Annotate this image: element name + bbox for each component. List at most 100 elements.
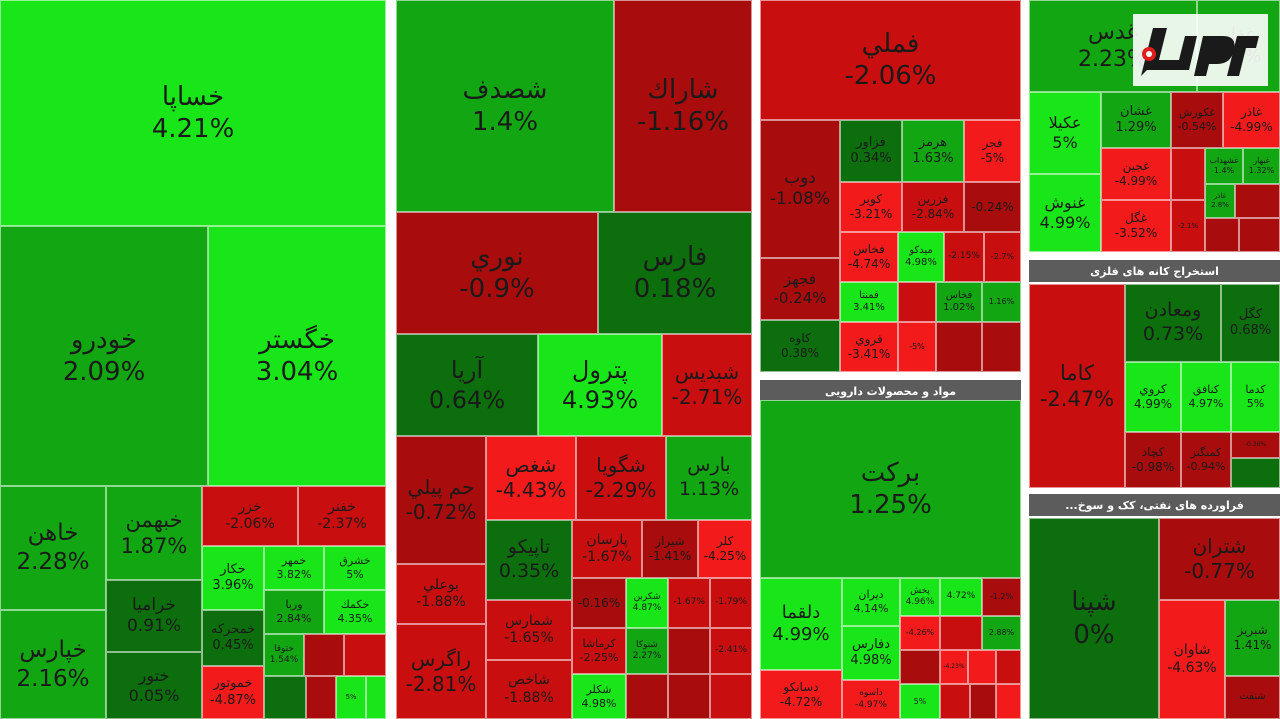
treemap-tile[interactable] xyxy=(304,634,344,676)
treemap-tile[interactable] xyxy=(1231,458,1280,488)
treemap-tile[interactable]: -2.41% xyxy=(710,628,752,674)
treemap-tile[interactable]: ديران 4.14% xyxy=(842,578,900,626)
treemap-tile[interactable] xyxy=(668,628,710,674)
treemap-tile[interactable]: فمنتا 3.41% xyxy=(840,282,898,322)
treemap-tile[interactable]: تاپيكو 0.35% xyxy=(486,520,572,600)
treemap-tile[interactable]: خبهمن 1.87% xyxy=(106,486,202,580)
treemap-tile[interactable]: هرمز 1.63% xyxy=(902,120,964,182)
treemap-tile[interactable] xyxy=(968,650,996,684)
treemap-tile[interactable]: خاهن 2.28% xyxy=(0,486,106,610)
treemap-tile[interactable]: -2.15% xyxy=(944,232,984,282)
treemap-tile[interactable]: خودرو 2.09% xyxy=(0,226,208,486)
treemap-tile[interactable]: كلر -4.25% xyxy=(698,520,752,578)
treemap-tile[interactable]: پارسان -1.67% xyxy=(572,520,642,578)
treemap-tile[interactable]: خزر -2.06% xyxy=(202,486,298,546)
treemap-tile[interactable] xyxy=(996,684,1021,719)
treemap-tile[interactable]: 2.88% xyxy=(982,616,1021,650)
treemap-tile[interactable]: خگستر 3.04% xyxy=(208,226,386,486)
treemap-tile[interactable]: حم پيلي -0.72% xyxy=(396,436,486,564)
treemap-tile[interactable]: خمحركه 0.45% xyxy=(202,610,264,666)
treemap-tile[interactable]: خراميا 0.91% xyxy=(106,580,202,652)
treemap-tile[interactable]: غشهداب 1.4% xyxy=(1205,148,1243,184)
treemap-tile[interactable]: خكمك 4.35% xyxy=(324,590,386,634)
treemap-tile[interactable]: فخاس 1.02% xyxy=(936,282,982,322)
treemap-tile[interactable]: خموتور -4.87% xyxy=(202,666,264,719)
treemap-tile[interactable]: آريا 0.64% xyxy=(396,334,538,436)
treemap-tile[interactable]: شبريز 1.41% xyxy=(1225,600,1280,676)
treemap-tile[interactable]: كروي 4.99% xyxy=(1125,362,1181,432)
treemap-tile[interactable]: راگرس -2.81% xyxy=(396,624,486,719)
treemap-tile[interactable]: كنافق 4.97% xyxy=(1181,362,1231,432)
treemap-tile[interactable]: بوعلي -1.88% xyxy=(396,564,486,624)
treemap-tile[interactable]: 4.72% xyxy=(940,578,982,616)
treemap-tile[interactable]: كچاد -0.98% xyxy=(1125,432,1181,488)
treemap-tile[interactable]: -1.2% xyxy=(982,578,1021,616)
treemap-tile[interactable]: -4.26% xyxy=(900,616,940,650)
treemap-tile[interactable]: كرماشا -2.25% xyxy=(572,628,626,674)
treemap-tile[interactable]: فجهز -0.24% xyxy=(760,258,840,320)
treemap-tile[interactable] xyxy=(306,676,336,719)
treemap-tile[interactable]: خپارس 2.16% xyxy=(0,610,106,719)
treemap-tile[interactable]: فروي -3.41% xyxy=(840,322,898,372)
treemap-tile[interactable]: شنوكا 2.27% xyxy=(626,628,668,674)
treemap-tile[interactable]: شاخص -1.88% xyxy=(486,660,572,719)
treemap-tile[interactable] xyxy=(626,674,668,719)
treemap-tile[interactable]: شاراك -1.16% xyxy=(614,0,752,212)
treemap-tile[interactable]: خساپا 4.21% xyxy=(0,0,386,226)
treemap-tile[interactable]: شيراز -1.41% xyxy=(642,520,698,578)
treemap-tile[interactable]: ميدكو 4.98% xyxy=(898,232,944,282)
treemap-tile[interactable] xyxy=(996,650,1021,684)
treemap-tile[interactable]: -0.16% xyxy=(572,578,626,628)
treemap-tile[interactable]: خكار 3.96% xyxy=(202,546,264,610)
treemap-tile[interactable]: كاما -2.47% xyxy=(1029,284,1125,488)
treemap-tile[interactable] xyxy=(1239,218,1280,252)
treemap-tile[interactable] xyxy=(1171,148,1205,200)
treemap-tile[interactable]: فجر -5% xyxy=(964,120,1021,182)
treemap-tile[interactable]: كگل 0.68% xyxy=(1221,284,1280,362)
treemap-tile[interactable]: پترول 4.93% xyxy=(538,334,662,436)
treemap-tile[interactable] xyxy=(936,322,982,372)
treemap-tile[interactable]: شتران -0.77% xyxy=(1159,518,1280,600)
treemap-tile[interactable]: شغص -4.43% xyxy=(486,436,576,520)
treemap-tile[interactable]: پخش 4.96% xyxy=(900,578,940,616)
treemap-tile[interactable] xyxy=(668,674,710,719)
treemap-tile[interactable] xyxy=(982,322,1021,372)
treemap-tile[interactable]: فملي -2.06% xyxy=(760,0,1021,120)
treemap-tile[interactable] xyxy=(344,634,386,676)
treemap-tile[interactable]: خشرق 5% xyxy=(324,546,386,590)
treemap-tile[interactable] xyxy=(710,674,752,719)
treemap-tile[interactable]: فخاس -4.74% xyxy=(840,232,898,282)
treemap-tile[interactable]: دوب -1.08% xyxy=(760,120,840,258)
treemap-tile[interactable] xyxy=(900,650,940,684)
treemap-tile[interactable]: غبهار 1.32% xyxy=(1243,148,1280,184)
treemap-tile[interactable]: غنوش 4.99% xyxy=(1029,174,1101,252)
treemap-tile[interactable]: -5% xyxy=(898,322,936,372)
treemap-tile[interactable]: شاوان -4.63% xyxy=(1159,600,1225,719)
treemap-tile[interactable]: -1.79% xyxy=(710,578,752,628)
treemap-tile[interactable]: كدما 5% xyxy=(1231,362,1280,432)
treemap-tile[interactable]: غاذر 2.8% xyxy=(1205,184,1235,218)
treemap-tile[interactable]: دلقما 4.99% xyxy=(760,578,842,670)
treemap-tile[interactable]: غاذر -4.99% xyxy=(1223,92,1280,148)
treemap-tile[interactable]: غكورش -0.54% xyxy=(1171,92,1223,148)
treemap-tile[interactable]: غشان 1.29% xyxy=(1101,92,1171,148)
treemap-tile[interactable]: شصدف 1.4% xyxy=(396,0,614,212)
treemap-tile[interactable]: نوري -0.9% xyxy=(396,212,598,334)
treemap-tile[interactable]: شكلر 4.98% xyxy=(572,674,626,719)
treemap-tile[interactable]: -1.67% xyxy=(668,578,710,628)
treemap-tile[interactable] xyxy=(940,616,982,650)
treemap-tile[interactable]: شمارس -1.65% xyxy=(486,600,572,660)
treemap-tile[interactable]: داسوه -4.97% xyxy=(842,680,900,719)
treemap-tile[interactable]: فارس 0.18% xyxy=(598,212,752,334)
treemap-tile[interactable]: 1.16% xyxy=(982,282,1021,322)
treemap-tile[interactable]: خفنر -2.37% xyxy=(298,486,386,546)
treemap-tile[interactable]: 5% xyxy=(900,684,940,719)
treemap-tile[interactable]: شگويا -2.29% xyxy=(576,436,666,520)
treemap-tile[interactable]: كمنگنز -0.94% xyxy=(1181,432,1231,488)
treemap-tile[interactable]: ختوقا 1.54% xyxy=(264,634,304,676)
treemap-tile[interactable]: خمهر 3.82% xyxy=(264,546,324,590)
treemap-tile[interactable]: كوير -3.21% xyxy=(840,182,902,232)
treemap-tile[interactable]: شبديس -2.71% xyxy=(662,334,752,436)
treemap-tile[interactable]: بركت 1.25% xyxy=(760,400,1021,578)
treemap-tile[interactable] xyxy=(264,676,306,719)
